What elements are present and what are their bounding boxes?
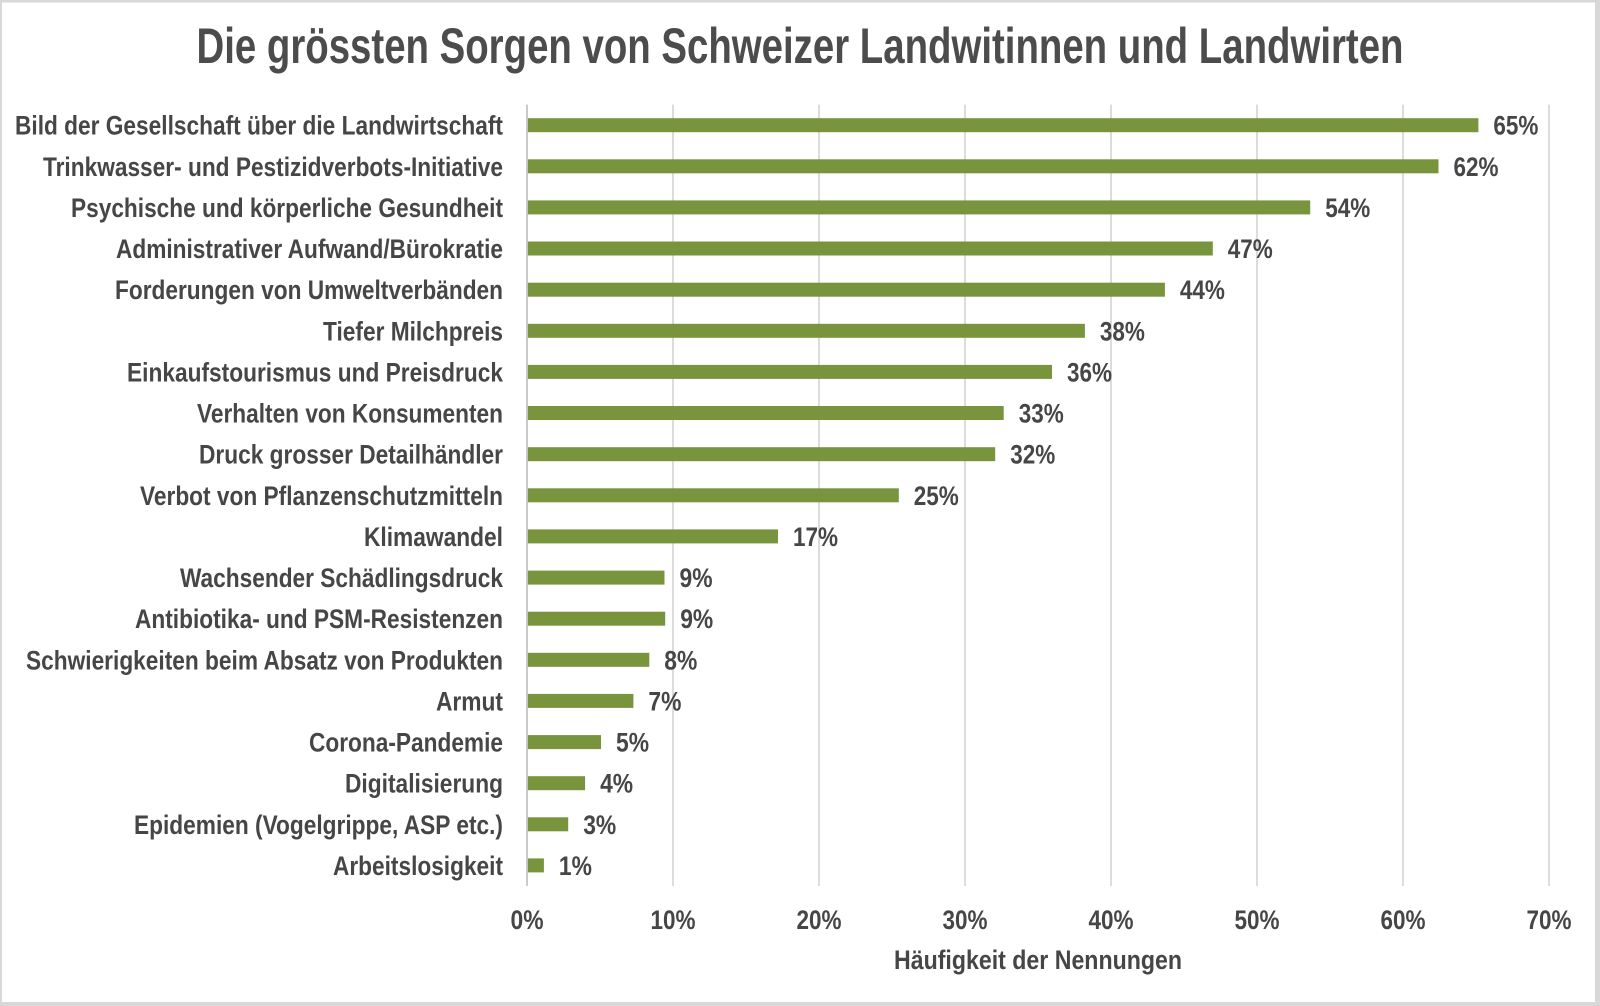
svg-text:17%: 17%: [793, 522, 838, 552]
svg-text:Epidemien (Vogelgrippe, ASP et: Epidemien (Vogelgrippe, ASP etc.): [134, 810, 503, 840]
svg-text:Digitalisierung: Digitalisierung: [345, 769, 503, 799]
svg-text:Administrativer Aufwand/Bürokr: Administrativer Aufwand/Bürokratie: [116, 234, 503, 264]
svg-text:62%: 62%: [1454, 152, 1499, 182]
svg-text:3%: 3%: [583, 810, 616, 840]
svg-text:Tiefer Milchpreis: Tiefer Milchpreis: [323, 316, 503, 346]
svg-text:54%: 54%: [1325, 193, 1370, 223]
svg-text:Die grössten Sorgen von Schwei: Die grössten Sorgen von Schweizer Landwi…: [197, 18, 1404, 74]
svg-text:Corona-Pandemie: Corona-Pandemie: [309, 728, 503, 758]
svg-text:47%: 47%: [1228, 234, 1273, 264]
svg-text:38%: 38%: [1100, 316, 1145, 346]
svg-text:9%: 9%: [680, 563, 713, 593]
svg-text:44%: 44%: [1180, 275, 1225, 305]
svg-text:1%: 1%: [559, 851, 592, 881]
svg-text:5%: 5%: [616, 728, 649, 758]
svg-text:Schwierigkeiten beim Absatz vo: Schwierigkeiten beim Absatz von Produkte…: [26, 645, 503, 675]
svg-text:60%: 60%: [1381, 905, 1426, 935]
svg-text:Antibiotika- und PSM-Resistenz: Antibiotika- und PSM-Resistenzen: [135, 604, 503, 634]
svg-text:50%: 50%: [1235, 905, 1280, 935]
svg-text:Verbot von Pflanzenschutzmitte: Verbot von Pflanzenschutzmitteln: [140, 481, 503, 511]
svg-text:8%: 8%: [664, 645, 697, 675]
svg-text:Psychische und körperliche Ges: Psychische und körperliche Gesundheit: [71, 193, 503, 223]
svg-text:Bild der Gesellschaft über die: Bild der Gesellschaft über die Landwirts…: [15, 111, 503, 141]
svg-text:40%: 40%: [1089, 905, 1134, 935]
svg-text:Einkaufstourismus und Preisdru: Einkaufstourismus und Preisdruck: [127, 357, 504, 387]
svg-text:7%: 7%: [648, 686, 681, 716]
svg-text:25%: 25%: [914, 481, 959, 511]
svg-text:Druck grosser Detailhändler: Druck grosser Detailhändler: [199, 440, 503, 470]
svg-text:20%: 20%: [797, 905, 842, 935]
svg-text:70%: 70%: [1527, 905, 1572, 935]
svg-text:0%: 0%: [511, 905, 544, 935]
svg-text:Armut: Armut: [436, 686, 503, 716]
svg-text:Häufigkeit der Nennungen: Häufigkeit der Nennungen: [894, 945, 1182, 975]
svg-text:Verhalten von Konsumenten: Verhalten von Konsumenten: [197, 399, 503, 429]
svg-text:36%: 36%: [1067, 357, 1112, 387]
svg-text:Forderungen von Umweltverbände: Forderungen von Umweltverbänden: [115, 275, 503, 305]
svg-text:65%: 65%: [1493, 111, 1538, 141]
svg-text:Trinkwasser- und Pestizidverbo: Trinkwasser- und Pestizidverbots-Initiat…: [43, 152, 503, 182]
svg-text:Arbeitslosigkeit: Arbeitslosigkeit: [333, 851, 503, 881]
svg-text:Wachsender Schädlingsdruck: Wachsender Schädlingsdruck: [180, 563, 504, 593]
svg-text:30%: 30%: [943, 905, 988, 935]
svg-text:33%: 33%: [1019, 399, 1064, 429]
svg-text:Klimawandel: Klimawandel: [364, 522, 503, 552]
svg-text:32%: 32%: [1010, 440, 1055, 470]
svg-text:10%: 10%: [651, 905, 696, 935]
svg-text:9%: 9%: [680, 604, 713, 634]
svg-text:4%: 4%: [600, 769, 633, 799]
